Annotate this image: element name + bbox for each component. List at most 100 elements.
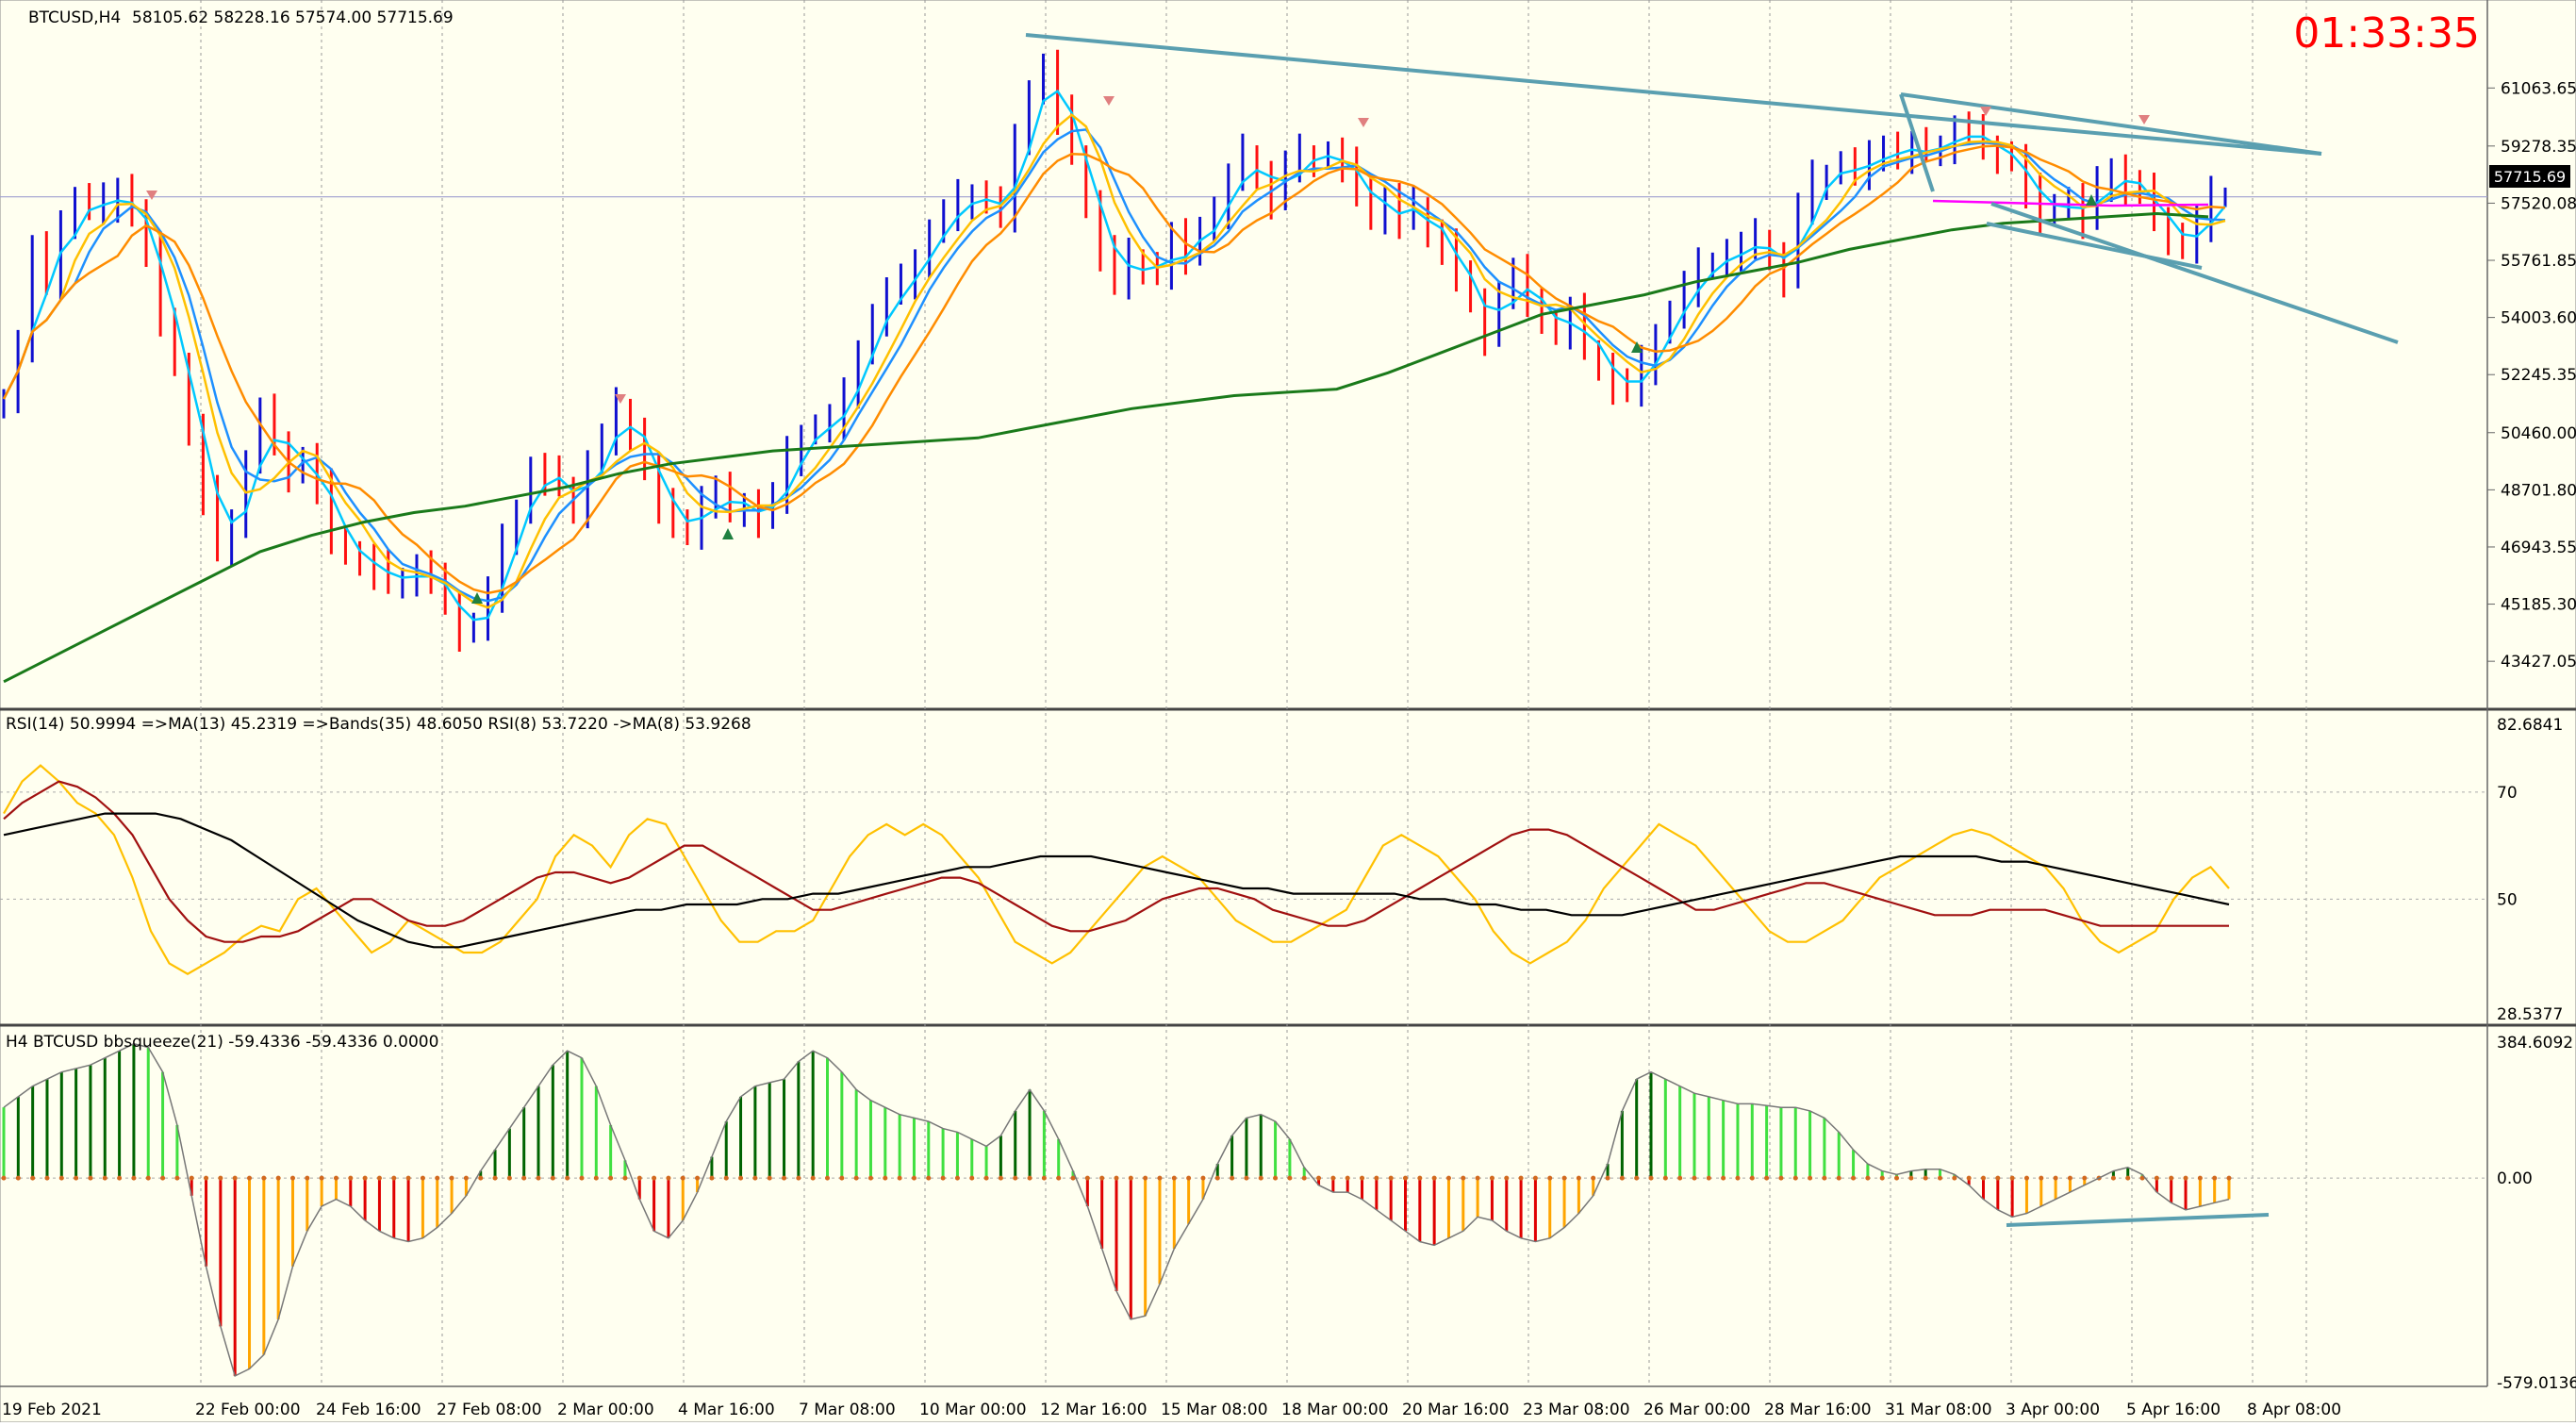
- ma-orange-line: [2, 144, 2226, 595]
- squeeze-dot: [1879, 1175, 1885, 1181]
- squeeze-dot: [810, 1175, 816, 1181]
- squeeze-dot: [825, 1175, 831, 1181]
- squeeze-dot: [506, 1175, 512, 1181]
- squeeze-outline: [3, 1042, 2230, 1377]
- price-tick-label: 50460.00: [2501, 424, 2576, 443]
- squeeze-dot: [536, 1175, 541, 1181]
- squeeze-dot: [969, 1175, 975, 1181]
- squeeze-dot: [867, 1175, 873, 1181]
- squeeze-dot: [1445, 1175, 1451, 1181]
- squeeze-dot: [1980, 1175, 1986, 1181]
- squeeze-dot: [117, 1175, 123, 1181]
- squeeze-dot: [289, 1175, 295, 1181]
- trendline: [1990, 202, 2399, 344]
- squeeze-dot: [58, 1175, 64, 1181]
- trendline: [1025, 33, 2322, 156]
- squeeze-dot: [218, 1175, 223, 1181]
- price-tick-label: 52245.35: [2501, 366, 2576, 385]
- squeeze-dot: [1851, 1175, 1857, 1181]
- price-tick-label: 57520.08: [2501, 194, 2576, 213]
- squeeze-dot: [1143, 1175, 1148, 1181]
- trendline: [1899, 93, 1935, 192]
- squeeze-dot: [2226, 1175, 2232, 1181]
- squeeze-dot: [189, 1175, 194, 1181]
- squeeze-histogram: [1, 1042, 2232, 1377]
- arrow-down-icon: [1980, 107, 1991, 116]
- squeeze-dot: [2169, 1175, 2174, 1181]
- x-tick-label: 7 Mar 08:00: [799, 1401, 896, 1419]
- squeeze-dot: [1966, 1175, 1972, 1181]
- squeeze-dot: [883, 1175, 888, 1181]
- x-tick-label: 26 Mar 00:00: [1643, 1401, 1751, 1419]
- squeeze-dot: [1360, 1175, 1365, 1181]
- squeeze-dot: [782, 1175, 787, 1181]
- squeeze-dot: [1504, 1175, 1510, 1181]
- rsi-tick-label: 50: [2497, 890, 2518, 909]
- squeeze-dot: [232, 1175, 238, 1181]
- squeeze-dot: [2023, 1175, 2029, 1181]
- squeeze-dot: [1489, 1175, 1494, 1181]
- squeeze-dot: [1619, 1175, 1625, 1181]
- arrow-down-icon: [1358, 118, 1369, 127]
- squeeze-dot: [926, 1175, 932, 1181]
- arrow-up-icon: [1631, 341, 1643, 353]
- squeeze-dot: [897, 1175, 902, 1181]
- squeeze-dot: [1431, 1175, 1437, 1181]
- squeeze-dot: [247, 1175, 253, 1181]
- ma-fast-line: [2, 89, 2226, 622]
- x-tick-label: 2 Mar 00:00: [557, 1401, 654, 1419]
- squeeze-dot: [1041, 1175, 1047, 1181]
- squeeze-dot: [348, 1175, 354, 1181]
- price-tick-label: 45185.30: [2501, 596, 2576, 615]
- squeeze-dot: [362, 1175, 368, 1181]
- squeeze-dot: [911, 1175, 916, 1181]
- x-tick-label: 23 Mar 08:00: [1523, 1401, 1630, 1419]
- ohlc-readout: 58105.62 58228.16 57574.00 57715.69: [132, 8, 454, 27]
- price-tick-label: 59278.35: [2501, 138, 2576, 157]
- squeeze-dot: [593, 1175, 599, 1181]
- squeeze-dot: [478, 1175, 484, 1181]
- squeeze-dot: [1, 1175, 7, 1181]
- arrow-down-icon: [2138, 115, 2150, 124]
- squeeze-dot: [940, 1175, 946, 1181]
- squeeze-dot: [1316, 1175, 1322, 1181]
- squeeze-dot: [1749, 1175, 1755, 1181]
- x-tick-label: 18 Mar 00:00: [1281, 1401, 1389, 1419]
- squeeze-dot: [1706, 1175, 1711, 1181]
- squeeze-dot: [752, 1175, 758, 1181]
- x-tick-label: 12 Mar 16:00: [1040, 1401, 1148, 1419]
- squeeze-dot: [1518, 1175, 1524, 1181]
- x-tick-label: 19 Feb 2021: [2, 1401, 102, 1419]
- squeeze-dot: [1836, 1175, 1841, 1181]
- squeeze-dot: [1648, 1175, 1654, 1181]
- squeeze-dot: [608, 1175, 614, 1181]
- squeeze-dot: [1345, 1175, 1350, 1181]
- arrow-up-icon: [2086, 194, 2097, 206]
- squeeze-dot: [1938, 1175, 1943, 1181]
- squeeze-dot: [550, 1175, 555, 1181]
- squeeze-dot: [1634, 1175, 1640, 1181]
- squeeze-dot: [2197, 1175, 2203, 1181]
- x-tick-label: 28 Mar 16:00: [1764, 1401, 1872, 1419]
- rsi-series-2: [3, 812, 2230, 949]
- squeeze-dot: [1200, 1175, 1206, 1181]
- x-tick-label: 27 Feb 08:00: [437, 1401, 542, 1419]
- squeeze-dot: [1822, 1175, 1827, 1181]
- squeeze-dot: [1908, 1175, 1914, 1181]
- trendlines[interactable]: [1025, 33, 2399, 1227]
- squeeze-dot: [1230, 1175, 1235, 1181]
- countdown-timer: 01:33:35: [2293, 9, 2480, 58]
- squeeze-dot: [2154, 1175, 2159, 1181]
- squeeze-dot: [15, 1175, 21, 1181]
- squeeze-dot: [145, 1175, 151, 1181]
- squeeze-dot: [565, 1175, 570, 1181]
- trendline: [1986, 222, 2203, 270]
- rsi-tick-label: 70: [2497, 784, 2518, 803]
- squeeze-dot: [1301, 1175, 1307, 1181]
- squeeze-dot: [2067, 1175, 2072, 1181]
- squeeze-dot: [579, 1175, 585, 1181]
- squeeze-dot: [1662, 1175, 1668, 1181]
- price-tick-label: 43427.05: [2501, 653, 2576, 672]
